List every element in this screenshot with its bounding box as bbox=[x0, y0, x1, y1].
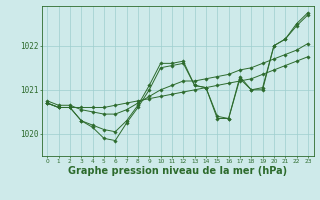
X-axis label: Graphe pression niveau de la mer (hPa): Graphe pression niveau de la mer (hPa) bbox=[68, 166, 287, 176]
